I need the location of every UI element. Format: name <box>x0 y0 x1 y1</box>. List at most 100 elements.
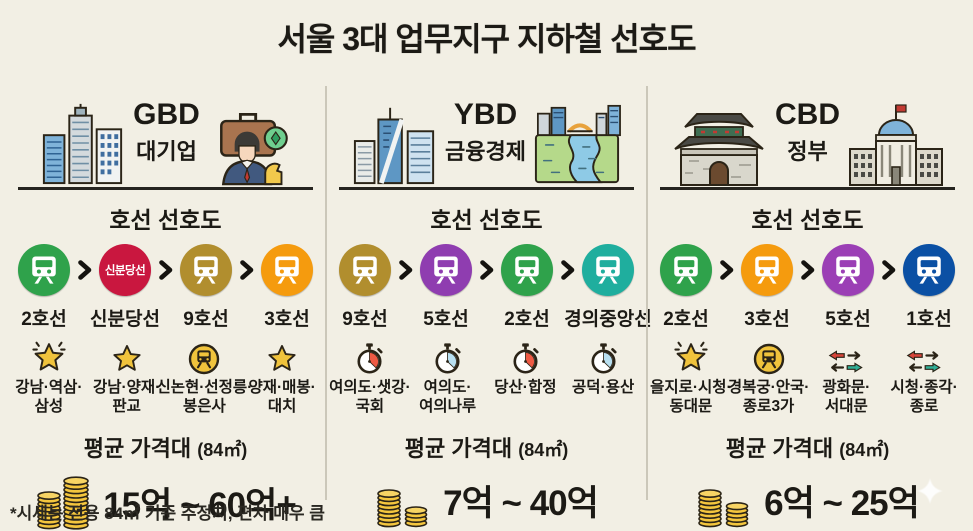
chevron-right-icon <box>239 260 254 280</box>
station-label: 강남·역삼· 삼성 <box>15 379 83 415</box>
station-group: 양재·매봉· 대치 <box>243 339 321 429</box>
station-label: 양재·매봉· 대치 <box>248 379 316 415</box>
price-heading: 평균 가격대 (84㎡) <box>10 431 321 463</box>
line-label: 2호선 <box>21 309 67 330</box>
cbd-header: CBD 정부 <box>660 86 955 190</box>
subway-icon <box>753 339 785 375</box>
price-heading-suffix: (84㎡) <box>839 440 890 460</box>
ybd-header: YBD 금융경제 <box>339 86 634 190</box>
column-ybd: YBD 금융경제 호선 선호도 <box>325 86 652 528</box>
stopwatch-blue-icon <box>587 339 620 375</box>
cbd-titles: CBD 정부 <box>773 98 842 166</box>
station-group: 여의도· 여의나루 <box>409 339 487 429</box>
chevron-right-icon <box>881 260 896 280</box>
price-heading-suffix: (84㎡) <box>197 440 248 460</box>
district-code: YBD <box>453 97 518 131</box>
price-heading: 평균 가격대 (84㎡) <box>652 431 963 463</box>
sparkle-icon <box>916 477 944 510</box>
station-group: 당산·합정 <box>487 339 565 429</box>
station-group: 을지로·시청· 동대문 <box>650 339 732 429</box>
stopwatch-blue-icon <box>431 339 464 375</box>
column-gbd: GBD 대기업 호선 선호도 <box>6 86 325 530</box>
column-cbd: CBD 정부 <box>646 86 967 528</box>
price-heading-text: 평균 가격대 <box>83 436 192 461</box>
line-label: 3호선 <box>264 309 310 330</box>
line-label: 9호선 <box>342 309 388 330</box>
price-heading-text: 평균 가격대 <box>404 436 513 461</box>
station-label: 당산·합정 <box>494 379 557 396</box>
station-label: 광화문· 서대문 <box>822 379 871 415</box>
line-item: 9호선 <box>332 244 398 331</box>
price-range: 6억 ~ 25억 <box>764 484 920 523</box>
line-item: 9호선 <box>173 244 239 331</box>
district-subtitle: 대기업 <box>136 138 197 164</box>
line-item: 3호선 <box>734 244 800 331</box>
businessman-briefcase-icon <box>206 101 292 187</box>
chevron-right-icon <box>158 260 173 280</box>
station-label: 시청·종각· 종로 <box>890 379 958 415</box>
line-9-icon <box>180 244 232 296</box>
line-item: 5호선 <box>815 244 881 331</box>
district-subtitle: 금융경제 <box>445 138 526 164</box>
star-icon <box>265 339 299 375</box>
line-3-icon <box>741 244 793 296</box>
line-item: 2호선 <box>653 244 719 331</box>
coin-stacks-icon <box>35 467 91 531</box>
price-heading-suffix: (84㎡) <box>518 440 569 460</box>
city-skyline-icon <box>351 99 439 187</box>
city-skyline-icon <box>39 99 127 187</box>
line-preference-heading: 호선 선호도 <box>109 207 222 233</box>
chevron-right-icon <box>398 260 413 280</box>
district-subtitle: 정부 <box>787 138 828 164</box>
line-label: 3호선 <box>744 309 790 330</box>
line-9-icon <box>339 244 391 296</box>
station-group: 강남·양재· 판교 <box>88 339 166 429</box>
star-sparkle-icon <box>31 339 67 375</box>
stopwatch-red-icon <box>353 339 386 375</box>
cbd-price-row: 6억 ~ 25억 <box>652 467 963 531</box>
chevron-right-icon <box>800 260 815 280</box>
price-heading-text: 평균 가격대 <box>725 436 834 461</box>
line-item: 신분당선 신분당선 <box>90 244 160 331</box>
station-label: 강남·양재· 판교 <box>92 379 161 415</box>
star-sparkle-icon <box>673 339 709 375</box>
line-item: 1호선 <box>896 244 962 331</box>
line-1-icon <box>903 244 955 296</box>
line-item: 2호선 <box>11 244 77 331</box>
line-label: 신분당선 <box>90 309 160 330</box>
ybd-titles: YBD 금융경제 <box>443 98 528 166</box>
station-label: 을지로·시청· 동대문 <box>650 379 732 415</box>
price-range: 7억 ~ 40억 <box>443 484 599 523</box>
station-group: 광화문· 서대문 <box>808 339 886 429</box>
chevron-right-icon <box>560 260 575 280</box>
station-group: 시청·종각· 종로 <box>885 339 963 429</box>
gbd-header: GBD 대기업 <box>18 86 313 190</box>
star-icon <box>110 339 144 375</box>
station-label: 여의도·샛강· 국회 <box>329 379 411 415</box>
districts-board: GBD 대기업 호선 선호도 <box>6 86 967 530</box>
line-label: 2호선 <box>663 309 709 330</box>
gbd-stations-row: 강남·역삼· 삼성 강남·양재· 판교 신논현·선정릉· 봉은사 양재·매봉· … <box>10 339 321 429</box>
line-2-icon <box>18 244 70 296</box>
station-group: 여의도·샛강· 국회 <box>329 339 411 429</box>
line-sinbundang-icon: 신분당선 <box>99 244 151 296</box>
coin-stacks-icon <box>696 467 752 531</box>
line-label: 5호선 <box>423 309 469 330</box>
line-item: 3호선 <box>254 244 320 331</box>
line-item: 2호선 <box>494 244 560 331</box>
cbd-lines-row: 2호선 3호선 5호선 1호선 <box>652 244 963 331</box>
transfer-arrows-icon <box>828 339 864 375</box>
line-label: 경의중앙선 <box>564 309 652 330</box>
line-label: 9호선 <box>183 309 229 330</box>
line-label: 2호선 <box>504 309 550 330</box>
station-label: 신논현·선정릉· 봉은사 <box>156 379 253 415</box>
cbd-stations-row: 을지로·시청· 동대문 경복궁·안국· 종로3가 광화문· 서대문 시청·종각·… <box>650 339 963 429</box>
gbd-titles: GBD 대기업 <box>131 98 202 166</box>
line-2-icon <box>660 244 712 296</box>
page-title: 서울 3대 업무지구 지하철 선호도 <box>277 21 696 57</box>
line-badge-text: 신분당선 <box>104 265 146 277</box>
chevron-right-icon <box>479 260 494 280</box>
station-label: 여의도· 여의나루 <box>419 379 477 415</box>
district-code: CBD <box>775 97 840 131</box>
station-group: 신논현·선정릉· 봉은사 <box>156 339 252 429</box>
